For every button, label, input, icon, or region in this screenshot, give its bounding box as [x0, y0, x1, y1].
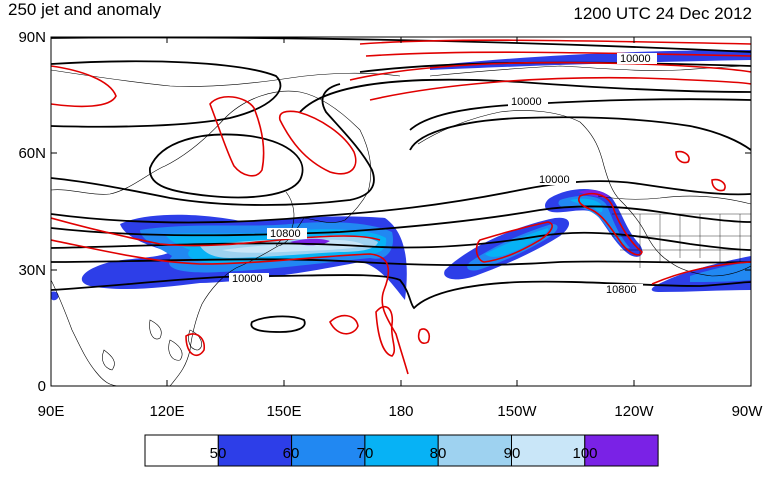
height-contour-low-siberia: [149, 133, 304, 199]
colorbar-label: 90: [504, 445, 521, 462]
colorbar-bin: [144, 434, 219, 467]
colorbar: 50 60 70 80 90 100: [144, 434, 659, 467]
lat-tick-label: 60N: [18, 145, 46, 162]
height-contour-4: [299, 78, 751, 113]
contour-label: 10000: [539, 174, 570, 186]
colorbar-bin: [364, 434, 439, 467]
anomaly-contour-17: [675, 150, 690, 164]
height-contour-7: [51, 83, 375, 206]
colorbar-bin: [511, 434, 586, 467]
lon-tick-label: 180: [388, 403, 413, 420]
islands-maritime-se-asia: [102, 319, 202, 371]
height-contour-2: [51, 60, 282, 128]
colorbar-label: 60: [283, 445, 300, 462]
anomaly-contour-12: [651, 261, 751, 285]
height-contour-small-loop: [250, 315, 306, 333]
lon-tick-label: 120W: [614, 403, 654, 420]
longitude-labels: 90E 120E 150E 180 150W 120W 90W: [38, 403, 764, 420]
height-contour-9: [51, 205, 751, 237]
political-borders: [612, 213, 751, 268]
anomaly-contour-16: [185, 333, 206, 357]
anomaly-contour-10: [475, 221, 553, 263]
colorbar-labels: 50 60 70 80 90 100: [210, 445, 598, 462]
anomaly-contour-5: [209, 96, 265, 177]
lat-tick-label: 90N: [18, 29, 46, 46]
anomaly-contour-6: [278, 110, 357, 175]
anomaly-contour-3: [349, 61, 751, 81]
anomaly-contour-1: [359, 39, 751, 45]
anomaly-contours: [51, 39, 751, 375]
coastline-arctic: [51, 65, 751, 87]
lon-tick-label: 150W: [497, 403, 537, 420]
colorbar-label: 70: [357, 445, 374, 462]
contour-label: 10000: [620, 53, 651, 65]
colorbar-bin: [217, 434, 293, 467]
anomaly-contour-15: [417, 328, 431, 345]
map-plot-area: 10000 10000 10000 10800 10000 10800: [51, 37, 751, 386]
coastlines: [51, 65, 751, 386]
anomaly-contour-11: [577, 192, 643, 256]
height-contour-11: [51, 258, 751, 266]
contour-label: 10800: [606, 284, 637, 296]
height-contour-12: [51, 274, 751, 310]
anomaly-contour-14: [375, 306, 396, 357]
anomaly-contour-8: [51, 217, 381, 247]
height-contour-10: [51, 231, 751, 251]
anomaly-contour-9: [51, 239, 409, 375]
height-contour-1: [51, 37, 751, 53]
latitude-labels: 90N 60N 30N 0: [18, 29, 46, 395]
colorbar-bin: [291, 434, 366, 467]
valid-time-label: 1200 UTC 24 Dec 2012: [573, 4, 752, 23]
anomaly-contour-18: [711, 178, 726, 192]
colorbar-label: 100: [572, 445, 597, 462]
colorbar-bin: [437, 434, 513, 467]
anomaly-contour-2: [365, 51, 751, 57]
contour-label: 10800: [270, 228, 301, 240]
anomaly-contour-4: [369, 76, 751, 101]
anomaly-contour-13: [329, 314, 359, 335]
figure-title: 250 jet and anomaly: [8, 0, 162, 19]
lon-tick-label: 120E: [149, 403, 184, 420]
coastline-north-america: [417, 110, 751, 277]
colorbar-label: 80: [430, 445, 447, 462]
lon-tick-label: 150E: [266, 403, 301, 420]
lon-tick-label: 90E: [38, 403, 65, 420]
contour-label: 10000: [232, 273, 263, 285]
height-contour-8: [51, 180, 751, 224]
colorbar-bin: [584, 434, 659, 467]
colorbar-bins: [144, 434, 659, 467]
lat-tick-label: 30N: [18, 262, 46, 279]
contour-label: 10000: [511, 96, 542, 108]
lat-tick-label: 0: [38, 378, 46, 395]
contour-labels: 10000 10000 10000 10800 10000 10800: [229, 53, 657, 296]
anomaly-contour-7: [51, 65, 117, 108]
axis-ticks: [50, 36, 752, 387]
height-contour-6: [409, 116, 751, 151]
colorbar-label: 50: [210, 445, 227, 462]
coastline-asia: [51, 90, 372, 386]
lon-tick-label: 90W: [732, 403, 764, 420]
